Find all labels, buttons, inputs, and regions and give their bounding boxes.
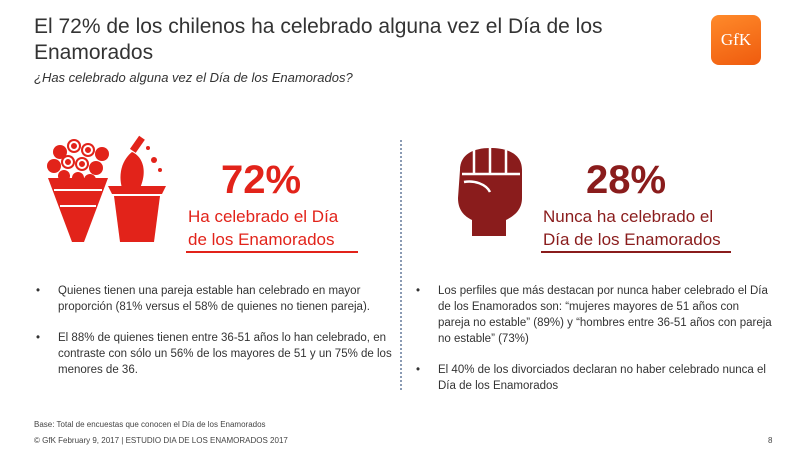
right-label-line1: Nunca ha celebrado el <box>543 207 714 226</box>
left-label-line1: Ha celebrado el Día <box>188 207 339 226</box>
footer-copyright: © GfK February 9, 2017 | ESTUDIO DIA DE … <box>34 436 288 445</box>
left-bullet-1: • Quienes tienen una pareja estable han … <box>36 283 388 315</box>
right-bullet-2: • El 40% de los divorciados declaran no … <box>416 362 768 394</box>
footer-base-note: Base: Total de encuestas que conocen el … <box>34 420 266 429</box>
right-percentage: 28% <box>586 158 667 202</box>
bullet-dot: • <box>416 285 421 297</box>
right-bullet-1: • Los perfiles que más destacan por nunc… <box>416 283 773 347</box>
right-label-line2: Día de los Enamorados <box>543 230 721 249</box>
left-bullet-2-text: El 88% de quienes tienen entre 36-51 año… <box>58 332 392 376</box>
left-label-line2: de los Enamorados <box>188 230 335 249</box>
left-label-underline <box>186 251 358 253</box>
raised-fist-icon <box>458 148 522 236</box>
right-bullet-1-text: Los perfiles que más destacan por nunca … <box>438 285 772 345</box>
right-bullet-2-text: El 40% de los divorciados declaran no ha… <box>438 364 766 392</box>
bullet-dot: • <box>36 285 41 297</box>
left-bullet-1-text: Quienes tienen una pareja estable han ce… <box>58 285 370 313</box>
page-subtitle: ¿Has celebrado alguna vez el Día de los … <box>34 70 353 85</box>
left-bullet-2: • El 88% de quienes tienen entre 36-51 a… <box>36 330 403 378</box>
gfk-logo: GfK <box>711 15 761 65</box>
bullet-dot: • <box>416 364 421 376</box>
right-label-underline <box>541 251 731 253</box>
page-number: 8 <box>768 436 773 445</box>
left-percentage: 72% <box>221 158 302 202</box>
flower-bouquet-and-champagne-bucket-icon <box>47 135 166 242</box>
bullet-dot: • <box>36 332 41 344</box>
page-title: El 72% de los chilenos ha celebrado algu… <box>34 15 603 64</box>
column-divider <box>400 140 402 390</box>
